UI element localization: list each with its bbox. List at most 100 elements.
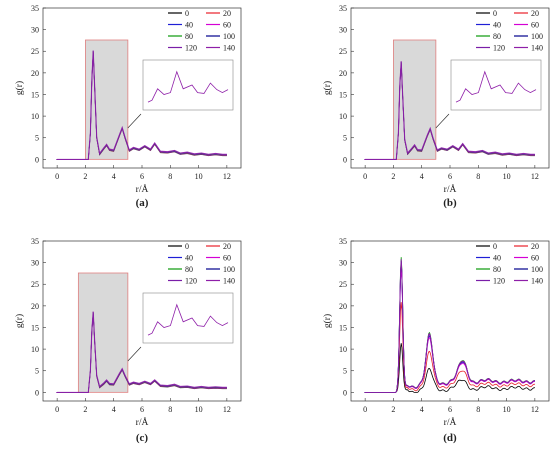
y-tick-label: 30: [31, 259, 39, 268]
y-tick-label: 5: [35, 134, 39, 143]
legend-label: 60: [223, 21, 231, 30]
y-tick-label: 15: [31, 90, 39, 99]
y-tick-label: 20: [339, 302, 347, 311]
legend-label: 120: [185, 44, 197, 53]
x-tick-label: 2: [83, 405, 87, 414]
y-tick-label: 35: [31, 237, 39, 246]
x-tick-label: 0: [363, 172, 367, 181]
y-tick-label: 35: [31, 4, 39, 13]
legend-label: 80: [493, 265, 501, 274]
series-line-100: [364, 261, 535, 393]
y-tick-label: 35: [339, 4, 347, 13]
x-tick-label: 4: [112, 405, 116, 414]
series-line-140: [364, 259, 535, 393]
inset-arrow: [127, 346, 142, 362]
legend-label: 120: [185, 277, 197, 286]
legend-label: 140: [531, 277, 543, 286]
y-axis-label: g(r): [14, 314, 25, 328]
series-line-140: [363, 61, 535, 160]
y-tick-label: 20: [339, 69, 347, 78]
x-tick-label: 10: [195, 172, 203, 181]
y-axis-label: g(r): [322, 81, 333, 95]
legend-label: 0: [493, 242, 497, 251]
legend-label: 60: [531, 254, 539, 263]
x-tick-label: 4: [420, 405, 424, 414]
y-tick-label: 0: [35, 155, 39, 164]
y-tick-label: 5: [343, 367, 347, 376]
plot-frame: [350, 240, 550, 402]
x-tick-label: 10: [195, 405, 203, 414]
y-tick-label: 0: [343, 155, 347, 164]
legend-label: 60: [531, 21, 539, 30]
legend-label: 0: [493, 9, 497, 18]
legend-label: 100: [223, 32, 235, 41]
legend-label: 80: [493, 32, 501, 41]
y-tick-label: 20: [31, 302, 39, 311]
x-tick-label: 0: [55, 405, 59, 414]
x-tick-label: 2: [391, 405, 395, 414]
x-tick-label: 12: [531, 172, 539, 181]
series-line-120: [364, 261, 535, 393]
x-tick-label: 6: [448, 172, 452, 181]
inset-frame: [142, 59, 234, 111]
x-tick-label: 8: [168, 405, 172, 414]
legend-label: 20: [531, 9, 539, 18]
y-tick-label: 10: [31, 345, 39, 354]
legend-label: 40: [185, 21, 193, 30]
series-line-80: [364, 257, 535, 393]
legend-label: 140: [531, 44, 543, 53]
series-line-20: [364, 302, 535, 393]
y-axis-label: g(r): [14, 81, 25, 95]
chart-panel-d: 0 5 10 15 20 25 30 35 0 2 4 6 8 10 12 r/Å g(r) 0 20 40 60 80 1…: [322, 237, 550, 444]
x-axis-label: r/Å: [444, 416, 457, 428]
y-tick-label: 15: [31, 323, 39, 332]
x-tick-label: 4: [112, 172, 116, 181]
series-line-140: [55, 311, 227, 393]
legend-label: 40: [493, 21, 501, 30]
y-tick-label: 15: [339, 90, 347, 99]
y-tick-label: 25: [31, 47, 39, 56]
y-tick-label: 30: [31, 26, 39, 35]
legend-label: 120: [493, 44, 505, 53]
y-tick-label: 20: [31, 69, 39, 78]
legend-label: 80: [185, 265, 193, 274]
legend-label: 20: [531, 242, 539, 251]
x-tick-label: 10: [503, 405, 511, 414]
y-tick-label: 0: [343, 388, 347, 397]
x-tick-label: 8: [168, 172, 172, 181]
legend-label: 40: [185, 254, 193, 263]
panel-caption: (a): [136, 197, 149, 209]
legend-label: 120: [493, 277, 505, 286]
legend-label: 100: [531, 32, 543, 41]
y-tick-label: 15: [339, 323, 347, 332]
series-line-60: [364, 269, 535, 393]
y-tick-label: 25: [339, 280, 347, 289]
legend-label: 140: [223, 277, 235, 286]
x-axis-label: r/Å: [136, 183, 149, 195]
x-tick-label: 6: [140, 172, 144, 181]
chart-panel-b: 0 5 10 15 20 25 30 35 0 2 4 6 8 10 12 r/Å g(r) 0 20 40 60 80 1…: [322, 4, 550, 209]
y-tick-label: 30: [339, 26, 347, 35]
x-tick-label: 2: [83, 172, 87, 181]
x-tick-label: 0: [363, 405, 367, 414]
inset-arrow: [435, 113, 450, 129]
y-tick-label: 25: [31, 280, 39, 289]
panel-caption: (d): [443, 432, 457, 444]
legend-label: 20: [223, 9, 231, 18]
y-tick-label: 5: [35, 367, 39, 376]
x-axis-label: r/Å: [444, 183, 457, 195]
legend-label: 100: [223, 265, 235, 274]
series-line-140: [55, 50, 227, 160]
legend-label: 100: [531, 265, 543, 274]
legend-label: 60: [223, 254, 231, 263]
inset-arrow: [127, 113, 142, 129]
legend-label: 140: [223, 44, 235, 53]
legend-label: 80: [185, 32, 193, 41]
legend-label: 0: [185, 242, 189, 251]
x-tick-label: 8: [476, 172, 480, 181]
inset-line: [455, 70, 537, 103]
legend-label: 0: [185, 9, 189, 18]
y-tick-label: 35: [339, 237, 347, 246]
x-axis-label: r/Å: [136, 416, 149, 428]
